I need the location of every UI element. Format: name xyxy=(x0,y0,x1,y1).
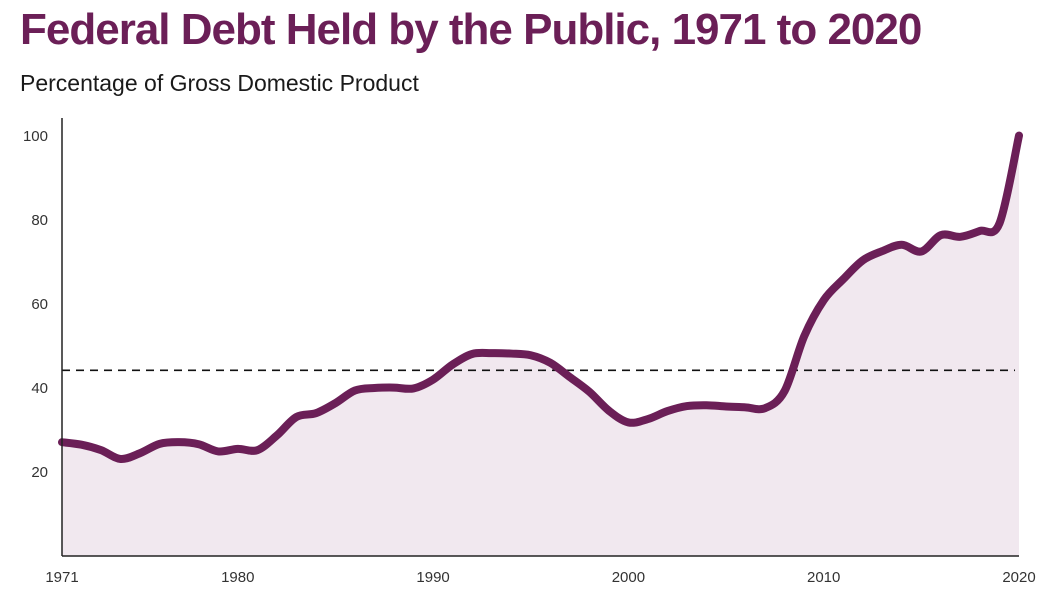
x-tick-label: 2010 xyxy=(807,569,840,586)
area-fill xyxy=(62,135,1019,556)
y-tick-label: 100 xyxy=(23,128,48,145)
x-tick-label: 1990 xyxy=(416,569,449,586)
y-tick-label: 60 xyxy=(31,296,48,313)
chart-subtitle: Percentage of Gross Domestic Product xyxy=(20,70,419,96)
chart-title: Federal Debt Held by the Public, 1971 to… xyxy=(20,5,922,54)
tick-labels: 20 40 60 80 100 1971 1980 1990 2000 2010 2020 xyxy=(23,128,1036,586)
x-tick-label: 1980 xyxy=(221,569,254,586)
y-tick-label: 20 xyxy=(31,464,48,481)
x-tick-label: 1971 xyxy=(45,569,78,586)
y-tick-label: 80 xyxy=(31,212,48,229)
x-tick-label: 2020 xyxy=(1002,569,1035,586)
x-tick-label: 2000 xyxy=(612,569,645,586)
y-tick-label: 40 xyxy=(31,380,48,397)
series-line xyxy=(58,131,1023,463)
